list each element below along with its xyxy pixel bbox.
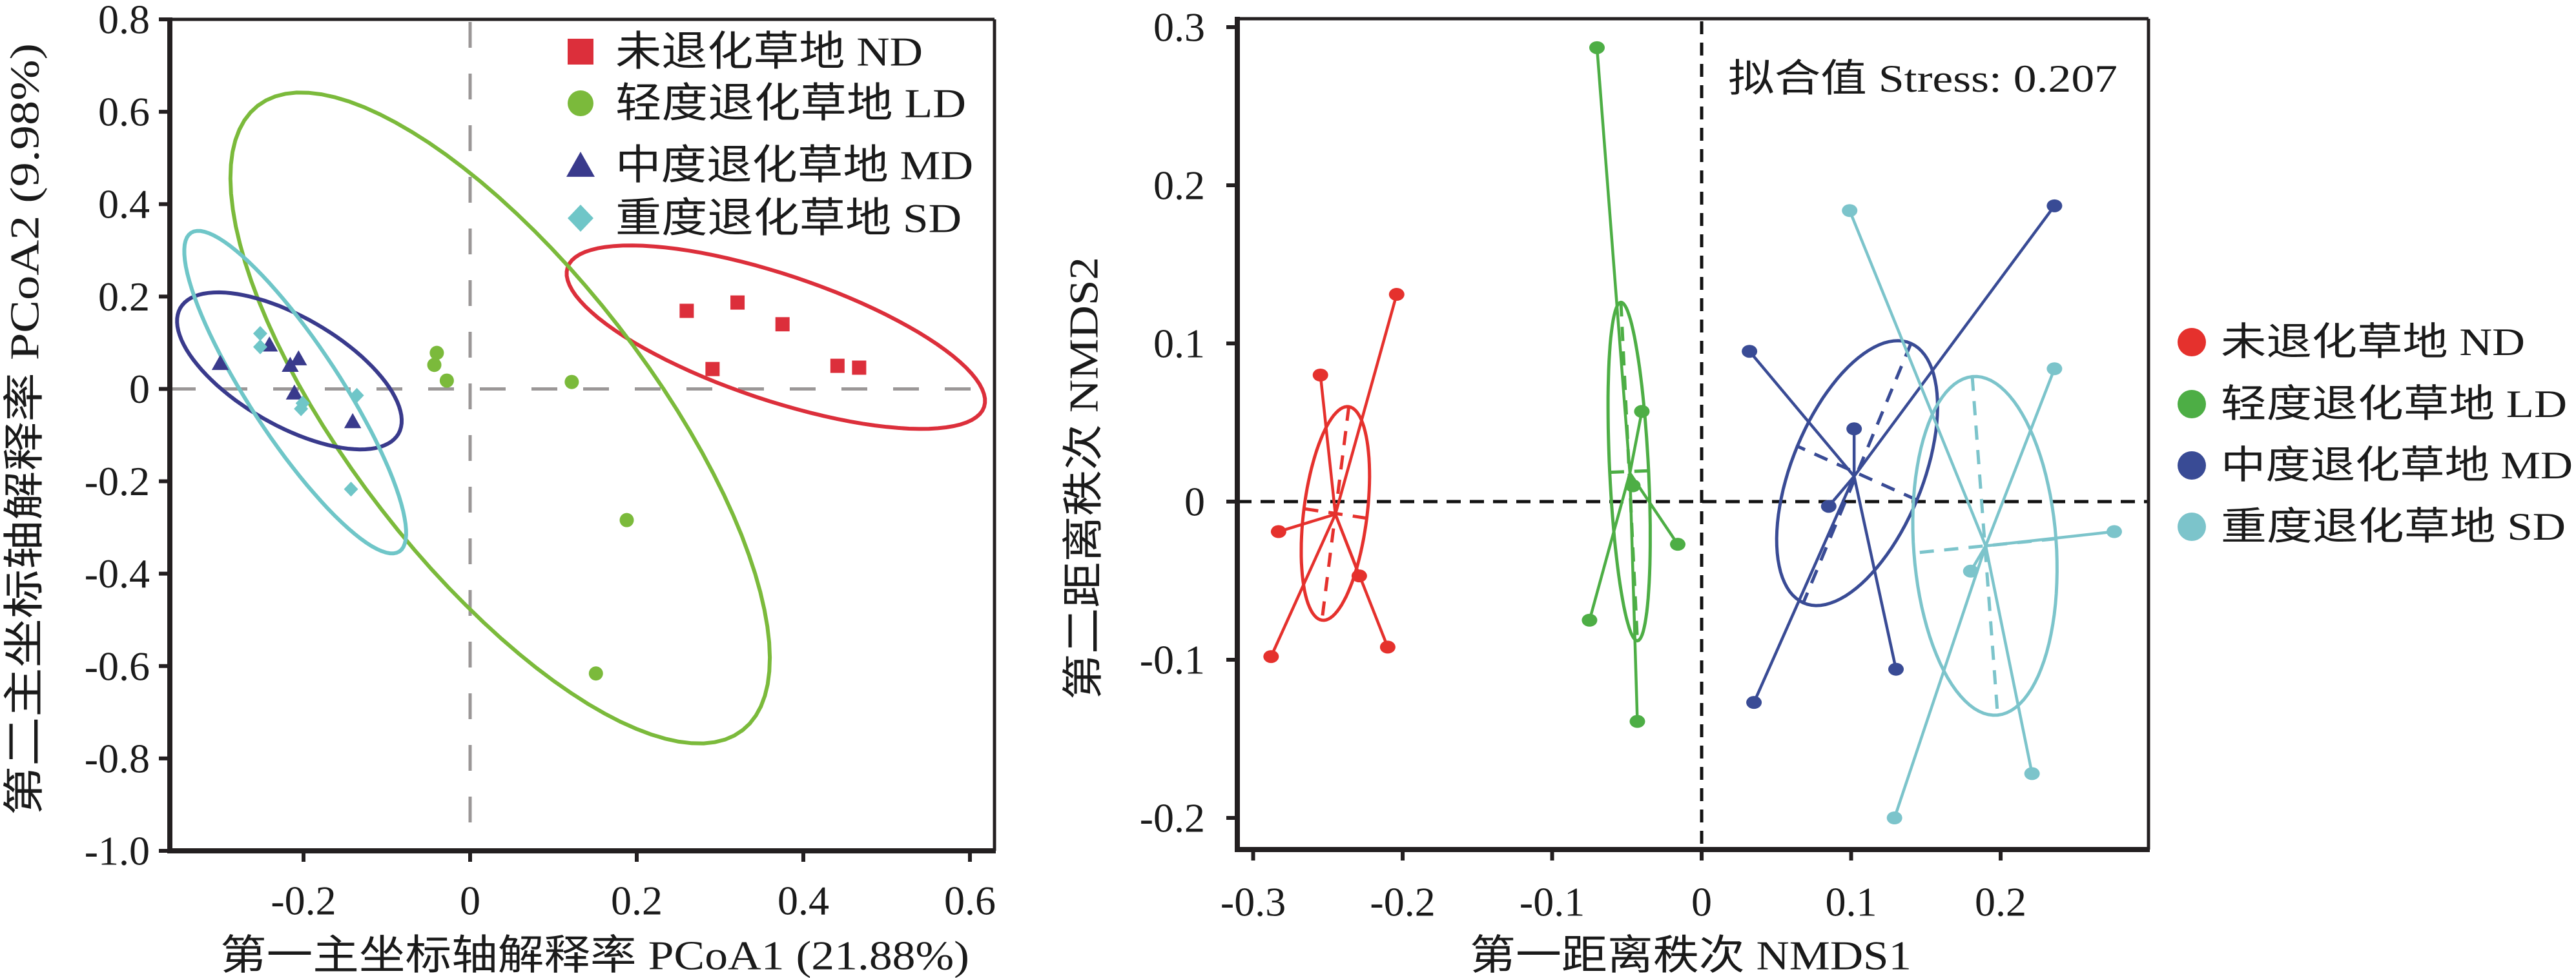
pcoa-point-nd bbox=[730, 296, 745, 310]
nmds-point-sd bbox=[1842, 204, 1857, 217]
nmds-point-nd bbox=[1380, 640, 1396, 653]
nmds-legend-label-md: 中度退化草地 MD bbox=[2221, 444, 2573, 487]
nmds-legend-marker-ld bbox=[2178, 390, 2206, 418]
pcoa-x-tick-label: 0.4 bbox=[778, 878, 829, 924]
pcoa-y-tick-label: 0.2 bbox=[98, 274, 150, 320]
pcoa-point-ld bbox=[620, 513, 634, 527]
pcoa-point-nd bbox=[852, 361, 866, 375]
nmds-x-tick-label: -0.3 bbox=[1221, 879, 1286, 925]
nmds-y-tick-label: 0.3 bbox=[1153, 4, 1205, 50]
pcoa-legend-label-ld: 轻度退化草地 LD bbox=[615, 81, 966, 127]
nmds-point-nd bbox=[1352, 569, 1367, 582]
pcoa-y-tick-label: -0.8 bbox=[85, 735, 150, 781]
nmds-point-sd bbox=[1887, 811, 1902, 824]
pcoa-x-tick-label: 0 bbox=[460, 878, 480, 924]
nmds-point-ld bbox=[1670, 538, 1685, 551]
nmds-point-ld bbox=[1634, 405, 1649, 418]
nmds-legend-marker-nd bbox=[2178, 328, 2206, 356]
pcoa-legend-label-nd: 未退化草地 ND bbox=[615, 29, 923, 75]
pcoa-legend-marker-ld bbox=[568, 90, 593, 116]
nmds-point-nd bbox=[1263, 650, 1279, 663]
pcoa-x-tick-label: -0.2 bbox=[271, 878, 336, 924]
nmds-y-tick-label: -0.2 bbox=[1140, 795, 1205, 840]
nmds-point-md bbox=[1742, 345, 1757, 358]
pcoa-legend-label-sd: 重度退化草地 SD bbox=[615, 196, 962, 241]
nmds-point-sd bbox=[2107, 525, 2122, 538]
nmds-point-nd bbox=[1271, 525, 1286, 538]
nmds-point-ld bbox=[1629, 715, 1645, 728]
nmds-legend-label-nd: 未退化草地 ND bbox=[2221, 321, 2525, 363]
pcoa-point-nd bbox=[830, 359, 845, 373]
nmds-y-tick-label: 0.2 bbox=[1153, 162, 1205, 208]
nmds-y-tick-label: 0 bbox=[1184, 478, 1205, 524]
nmds-x-tick-label: 0 bbox=[1691, 879, 1712, 925]
nmds-x-tick-label: 0.1 bbox=[1826, 879, 1877, 925]
nmds-y-axis-title: 第二距离秩次 NMDS2 bbox=[1061, 257, 1107, 700]
nmds-y-tick-label: 0.1 bbox=[1153, 320, 1205, 366]
nmds-legend-label-sd: 重度退化草地 SD bbox=[2221, 505, 2566, 548]
nmds-x-tick-label: -0.1 bbox=[1520, 879, 1585, 925]
pcoa-point-nd bbox=[776, 317, 790, 331]
nmds-point-ld bbox=[1582, 614, 1597, 627]
nmds-legend-marker-md bbox=[2178, 451, 2206, 480]
nmds-point-md bbox=[1821, 500, 1837, 513]
pcoa-y-axis-title: 第二主坐标轴解释率 PCoA2 (9.98%) bbox=[2, 43, 48, 815]
nmds-y-tick-label: -0.1 bbox=[1140, 637, 1205, 682]
nmds-x-axis-title: 第一距离秩次 NMDS1 bbox=[1470, 933, 1911, 978]
nmds-point-md bbox=[1746, 696, 1762, 709]
pcoa-point-ld bbox=[564, 375, 579, 389]
pcoa-point-nd bbox=[679, 304, 694, 318]
pcoa-y-tick-label: -1.0 bbox=[85, 828, 150, 874]
pcoa-point-ld bbox=[440, 374, 454, 388]
pcoa-x-axis-title: 第一主坐标轴解释率 PCoA1 (21.88%) bbox=[220, 933, 969, 978]
pcoa-x-tick-label: 0.6 bbox=[944, 878, 996, 924]
pcoa-point-ld bbox=[589, 666, 603, 680]
nmds-point-sd bbox=[1963, 565, 1979, 578]
pcoa-y-tick-label: 0.8 bbox=[98, 0, 150, 43]
nmds-point-sd bbox=[2046, 362, 2062, 375]
nmds-legend-label-ld: 轻度退化草地 LD bbox=[2221, 383, 2567, 425]
pcoa-point-ld bbox=[428, 358, 442, 372]
nmds-point-md bbox=[1846, 422, 1862, 435]
pcoa-legend-marker-nd bbox=[568, 39, 593, 65]
nmds-point-md bbox=[1888, 663, 1904, 676]
pcoa-y-tick-label: -0.4 bbox=[85, 551, 150, 596]
pcoa-point-ld bbox=[429, 346, 444, 360]
nmds-point-ld bbox=[1625, 479, 1641, 492]
nmds-x-tick-label: 0.2 bbox=[1975, 879, 2026, 925]
pcoa-x-tick-label: 0.2 bbox=[611, 878, 663, 924]
pcoa-legend-label-md: 中度退化草地 MD bbox=[615, 143, 973, 188]
pcoa-y-tick-label: -0.6 bbox=[85, 643, 150, 689]
nmds-point-nd bbox=[1389, 288, 1405, 301]
nmds-point-sd bbox=[2025, 767, 2040, 780]
nmds-legend-marker-sd bbox=[2178, 513, 2206, 541]
nmds-x-tick-label: -0.2 bbox=[1370, 879, 1435, 925]
nmds-point-md bbox=[2046, 199, 2062, 212]
nmds-stress-annotation: 拟合值 Stress: 0.207 bbox=[1728, 57, 2117, 100]
pcoa-y-tick-label: -0.2 bbox=[85, 458, 150, 504]
pcoa-y-tick-label: 0 bbox=[129, 366, 150, 412]
pcoa-y-tick-label: 0.6 bbox=[98, 89, 150, 135]
nmds-point-ld bbox=[1589, 41, 1605, 54]
nmds-point-nd bbox=[1313, 369, 1328, 382]
pcoa-y-tick-label: 0.4 bbox=[98, 181, 150, 227]
pcoa-point-nd bbox=[705, 362, 719, 376]
